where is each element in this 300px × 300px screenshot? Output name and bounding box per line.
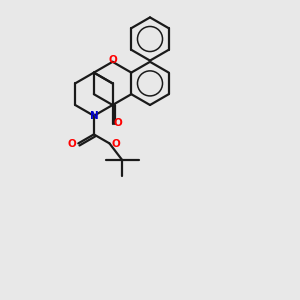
Text: N: N xyxy=(89,111,98,121)
Text: O: O xyxy=(68,139,77,149)
Text: O: O xyxy=(114,118,122,128)
Text: O: O xyxy=(111,139,120,149)
Text: O: O xyxy=(108,55,117,65)
